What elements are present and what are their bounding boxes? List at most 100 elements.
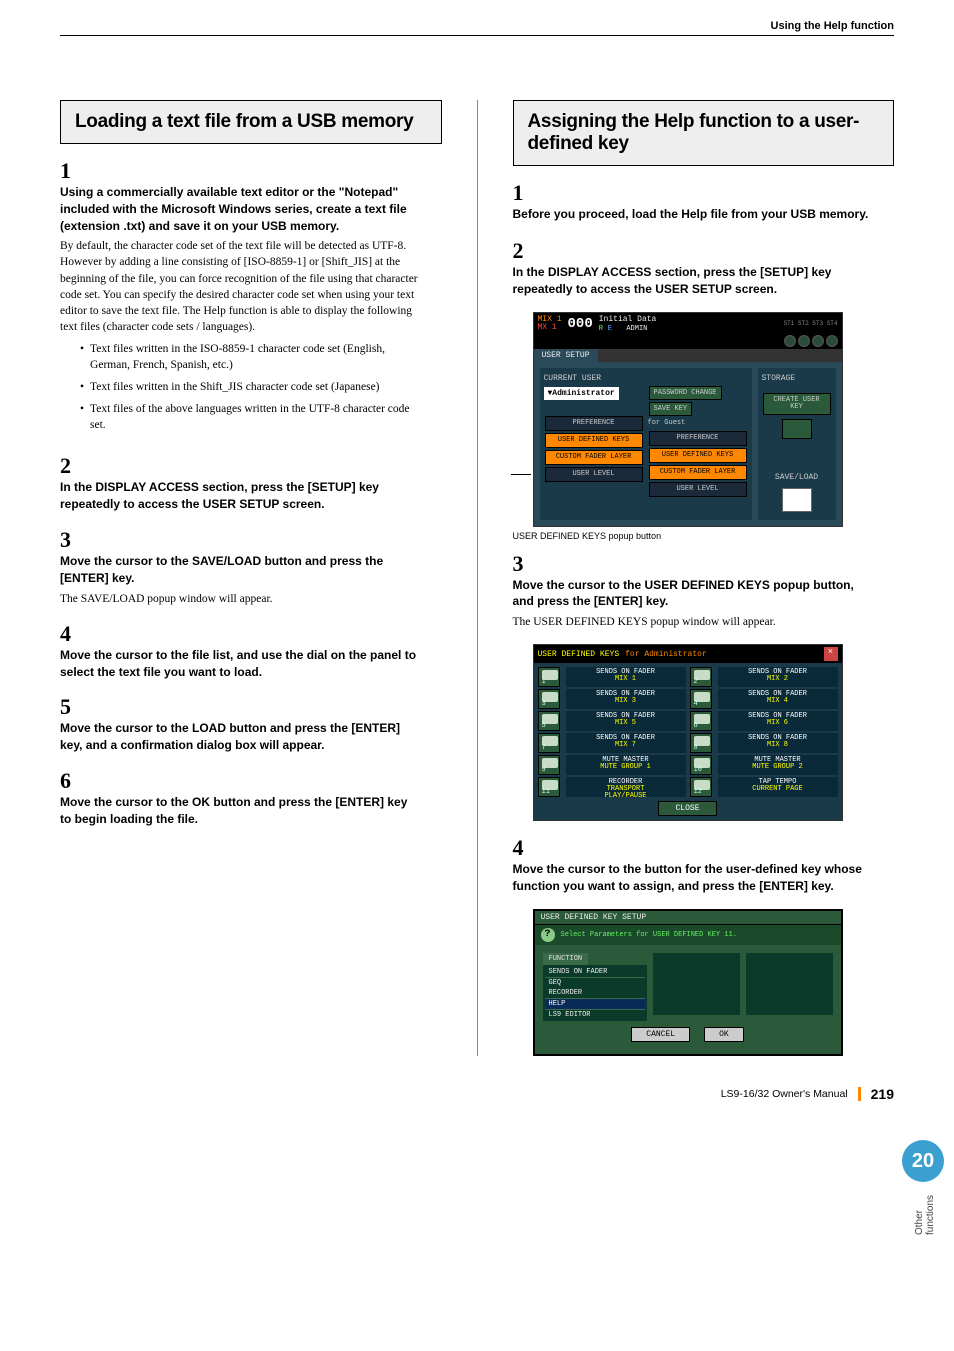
udk-button[interactable]: 3 (538, 689, 560, 709)
save-load-label: SAVE/LOAD (762, 471, 832, 484)
step-number: 1 (60, 158, 78, 184)
meter-icon (812, 335, 824, 347)
right-column: Assigning the Help function to a user-de… (513, 100, 895, 1056)
footer-page-number: 219 (871, 1086, 894, 1102)
user-defined-keys-guest-button[interactable]: USER DEFINED KEYS (649, 448, 747, 463)
footer-divider (858, 1087, 861, 1101)
udk-slot[interactable]: RECORDERTRANSPORTPLAY/PAUSE (566, 777, 686, 797)
current-user-label: CURRENT USER (544, 372, 748, 385)
custom-fader-layer-button[interactable]: CUSTOM FADER LAYER (545, 450, 643, 465)
udk-button[interactable]: 1 (538, 667, 560, 687)
step-title: Before you proceed, load the Help file f… (513, 206, 873, 223)
column-divider (477, 100, 478, 1056)
user-level-guest-button[interactable]: USER LEVEL (649, 482, 747, 497)
mx-label: MX 1 (538, 324, 562, 332)
udk-button[interactable]: 8 (690, 733, 712, 753)
step-number: 6 (60, 768, 78, 794)
page-footer: LS9-16/32 Owner's Manual 219 (60, 1086, 894, 1102)
preference-button[interactable]: PREFERENCE (545, 416, 643, 431)
preference-guest-button[interactable]: PREFERENCE (649, 431, 747, 446)
function-list[interactable]: SENDS ON FADER GEQ RECORDER HELP LS9 EDI… (543, 965, 647, 1021)
udk-slot[interactable]: SENDS ON FADERMIX 5 (566, 711, 686, 731)
udk-button[interactable]: 4 (690, 689, 712, 709)
udk-slot[interactable]: SENDS ON FADERMIX 2 (718, 667, 838, 687)
function-label: FUNCTION (543, 953, 589, 965)
step-number: 3 (60, 527, 78, 553)
step-title: In the DISPLAY ACCESS section, press the… (513, 264, 873, 298)
user-level-button[interactable]: USER LEVEL (545, 467, 643, 482)
function-item[interactable]: LS9 EDITOR (545, 1010, 645, 1020)
meter-icon (826, 335, 838, 347)
udk-slot[interactable]: TAP TEMPOCURRENT PAGE (718, 777, 838, 797)
step-title: Move the cursor to the button for the us… (513, 861, 873, 895)
step-number: 4 (60, 621, 78, 647)
udk-slot[interactable]: SENDS ON FADERMIX 4 (718, 689, 838, 709)
ok-button[interactable]: OK (704, 1027, 744, 1042)
step-number: 5 (60, 694, 78, 720)
user-defined-keys-button[interactable]: USER DEFINED KEYS (545, 433, 643, 448)
close-icon[interactable]: × (824, 647, 838, 661)
udk-button[interactable]: 5 (538, 711, 560, 731)
step-text: By default, the character code set of th… (60, 238, 420, 335)
function-item[interactable]: SENDS ON FADER (545, 967, 645, 978)
close-button[interactable]: CLOSE (658, 801, 716, 816)
step-number: 1 (513, 180, 531, 206)
administrator-button[interactable]: ▼Administrator (544, 387, 619, 400)
caption-pointer (511, 474, 531, 475)
step-title: Move the cursor to the OK button and pre… (60, 794, 420, 828)
step-number: 4 (513, 835, 531, 861)
password-change-button[interactable]: PASSWORD CHANGE (649, 386, 722, 400)
udk-slot[interactable]: SENDS ON FADERMIX 3 (566, 689, 686, 709)
save-key-button[interactable]: SAVE KEY (649, 402, 693, 416)
udk-button[interactable]: 9 (538, 755, 560, 775)
bullet-item: Text files of the above languages writte… (80, 401, 420, 433)
udk-button[interactable]: 7 (538, 733, 560, 753)
bullet-item: Text files written in the ISO-8859-1 cha… (80, 341, 420, 373)
udk-slot[interactable]: SENDS ON FADERMIX 7 (566, 733, 686, 753)
section-title-right: Assigning the Help function to a user-de… (528, 111, 880, 155)
header-rule (60, 35, 894, 36)
function-item-selected[interactable]: HELP (545, 998, 645, 1010)
user-defined-keys-popup-screenshot: USER DEFINED KEYS for Administrator × 1S… (533, 644, 843, 821)
udk-button[interactable]: 6 (690, 711, 712, 731)
parameter-list[interactable] (746, 953, 833, 1015)
step-title: Move the cursor to the LOAD button and p… (60, 720, 420, 754)
save-load-button[interactable] (782, 488, 812, 512)
udk-slot[interactable]: MUTE MASTERMUTE GROUP 2 (718, 755, 838, 775)
section-heading-left: Loading a text file from a USB memory (60, 100, 442, 144)
create-user-key-button[interactable]: CREATE USER KEY (763, 393, 831, 415)
udk-slot[interactable]: SENDS ON FADERMIX 8 (718, 733, 838, 753)
step-number: 2 (60, 453, 78, 479)
step-number: 3 (513, 551, 531, 577)
chapter-label: Other functions (914, 1195, 936, 1235)
chapter-badge: 20 (902, 1140, 944, 1182)
cancel-button[interactable]: CANCEL (631, 1027, 690, 1042)
scene-title: Initial Data (599, 315, 657, 324)
help-icon: ? (541, 928, 555, 942)
step-text: The USER DEFINED KEYS popup window will … (513, 614, 873, 630)
step-title: Move the cursor to the USER DEFINED KEYS… (513, 577, 873, 611)
user-setup-screenshot: MIX 1 MX 1 000 Initial Data R E ADMIN ST… (533, 312, 843, 527)
udk-slot[interactable]: SENDS ON FADERMIX 6 (718, 711, 838, 731)
udk-button[interactable]: 12 (690, 777, 712, 797)
function-item[interactable]: RECORDER (545, 988, 645, 998)
function-item[interactable]: GEQ (545, 978, 645, 988)
hint-text: Select Parameters for USER DEFINED KEY 1… (561, 931, 737, 939)
step-title: In the DISPLAY ACCESS section, press the… (60, 479, 420, 513)
popup-title: USER DEFINED KEYS (538, 650, 620, 659)
udk-button[interactable]: 11 (538, 777, 560, 797)
storage-label: STORAGE (762, 372, 832, 385)
parameter-list[interactable] (653, 953, 740, 1015)
tab-user-setup[interactable]: USER SETUP (534, 349, 598, 362)
section-title-left: Loading a text file from a USB memory (75, 111, 427, 133)
header-section: Using the Help function (771, 20, 894, 32)
udk-slot[interactable]: MUTE MASTERMUTE GROUP 1 (566, 755, 686, 775)
udk-slot[interactable]: SENDS ON FADERMIX 1 (566, 667, 686, 687)
setup-title: USER DEFINED KEY SETUP (535, 911, 841, 925)
footer-manual: LS9-16/32 Owner's Manual (721, 1088, 848, 1100)
left-column: Loading a text file from a USB memory 1 … (60, 100, 442, 1056)
meter-label: ST1 ST2 ST3 ST4 (783, 320, 837, 327)
udk-button[interactable]: 2 (690, 667, 712, 687)
custom-fader-layer-guest-button[interactable]: CUSTOM FADER LAYER (649, 465, 747, 480)
udk-button[interactable]: 10 (690, 755, 712, 775)
